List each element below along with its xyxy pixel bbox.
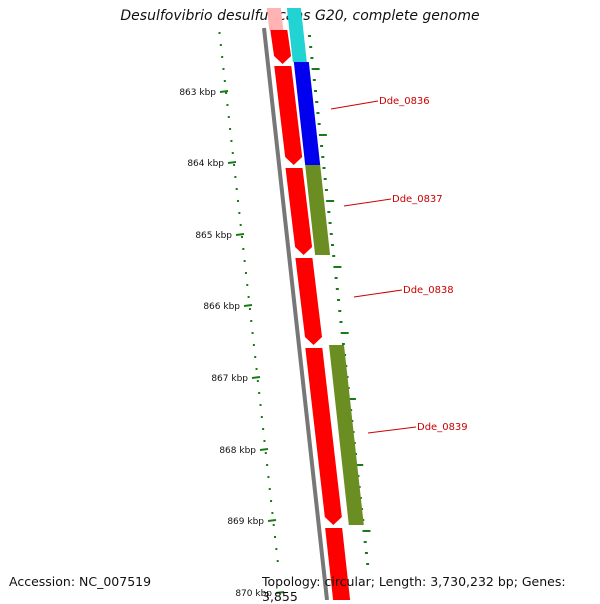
kbp-label: 866 kbp bbox=[203, 302, 240, 312]
gc-content-dot bbox=[223, 80, 226, 82]
gc-content-dot bbox=[221, 56, 224, 58]
kbp-tick bbox=[259, 448, 269, 451]
gc-content-dot bbox=[239, 224, 242, 226]
cds-feature-blue bbox=[293, 62, 321, 165]
gc-content-dot bbox=[275, 548, 278, 550]
gc-content-dot bbox=[268, 488, 271, 490]
cds-feature-olive bbox=[305, 165, 331, 255]
gene-label[interactable]: Dde_0836 bbox=[379, 96, 430, 107]
gc-content-dot bbox=[263, 440, 266, 442]
gc-content-track bbox=[218, 32, 279, 562]
kbp-label: 869 kbp bbox=[227, 517, 264, 527]
gene-leader-line bbox=[353, 289, 403, 298]
cds-feature bbox=[295, 258, 322, 345]
gc-content-dot bbox=[235, 188, 238, 190]
kbp-label: 864 kbp bbox=[187, 159, 224, 169]
kbp-tick bbox=[219, 90, 229, 93]
gc-content-dot bbox=[238, 212, 241, 214]
gc-content-dot bbox=[252, 344, 255, 346]
kbp-tick bbox=[275, 591, 285, 594]
gc-content-dot bbox=[242, 248, 245, 250]
gene-labels: Dde_0836 Dde_0837 Dde_0838 Dde_0839 bbox=[330, 96, 468, 434]
accession-text: Accession: NC_007519 bbox=[9, 574, 152, 589]
kbp-label: 870 kbp bbox=[235, 589, 272, 599]
cds-feature-faded bbox=[266, 8, 284, 30]
cds-feature bbox=[305, 348, 342, 525]
gc-content-dot bbox=[248, 308, 251, 310]
kbp-label: 867 kbp bbox=[211, 374, 248, 384]
gene-leader-line bbox=[367, 426, 417, 434]
gc-content-dot bbox=[272, 524, 275, 526]
gene-label[interactable]: Dde_0839 bbox=[417, 422, 468, 433]
gc-content-dot bbox=[218, 32, 221, 34]
gc-content-dot bbox=[274, 536, 277, 538]
gc-content-dot bbox=[231, 152, 234, 154]
kbp-label: 868 kbp bbox=[219, 446, 256, 456]
gc-content-dot bbox=[262, 428, 265, 430]
gc-content-dot bbox=[219, 44, 222, 46]
gc-content-dot bbox=[264, 452, 267, 454]
kbp-tick bbox=[243, 304, 253, 307]
kbp-tick bbox=[267, 519, 277, 522]
gc-content-dot bbox=[267, 476, 270, 478]
cds-feature bbox=[285, 168, 313, 255]
gc-content-dot bbox=[222, 68, 225, 70]
gc-content-dot bbox=[243, 260, 246, 262]
gc-content-dot bbox=[256, 380, 259, 382]
gene-label[interactable]: Dde_0837 bbox=[392, 194, 443, 205]
gc-content-dot bbox=[260, 416, 263, 418]
genome-backbone bbox=[262, 27, 329, 600]
kbp-label: 865 kbp bbox=[195, 231, 232, 241]
gc-content-dot bbox=[266, 464, 269, 466]
gc-skew-track bbox=[307, 35, 371, 565]
gc-content-dot bbox=[276, 560, 279, 562]
gc-content-dot bbox=[227, 116, 230, 118]
gc-content-dot bbox=[255, 368, 258, 370]
gc-content-dot bbox=[271, 512, 274, 514]
kbp-label: 863 kbp bbox=[179, 88, 216, 98]
kbp-scale: 863 kbp 864 kbp 865 kbp 866 kbp 867 kbp 868 k… bbox=[179, 88, 285, 599]
cds-feature-cyan bbox=[286, 8, 307, 62]
gc-content-dot bbox=[250, 320, 253, 322]
gc-content-dot bbox=[225, 92, 228, 94]
cds-track bbox=[266, 8, 364, 600]
gc-content-dot bbox=[233, 164, 236, 166]
cds-feature bbox=[270, 30, 292, 64]
cds-feature-olive bbox=[328, 345, 364, 525]
gc-content-dot bbox=[229, 128, 232, 130]
gc-content-dot bbox=[244, 272, 247, 274]
gene-label[interactable]: Dde_0838 bbox=[403, 285, 454, 296]
gc-content-dot bbox=[237, 200, 240, 202]
kbp-tick bbox=[251, 376, 261, 379]
gc-content-dot bbox=[226, 104, 229, 106]
gc-content-dot bbox=[259, 404, 262, 406]
gc-content-dot bbox=[240, 236, 243, 238]
gc-content-dot bbox=[230, 140, 233, 142]
gene-leader-line bbox=[343, 198, 392, 207]
cds-feature bbox=[325, 528, 351, 600]
gene-leader-line bbox=[330, 100, 379, 110]
gc-content-dot bbox=[247, 296, 250, 298]
gc-content-dot bbox=[254, 356, 257, 358]
gc-content-dot bbox=[246, 284, 249, 286]
gc-content-dot bbox=[251, 332, 254, 334]
kbp-tick bbox=[227, 161, 237, 164]
gc-content-dot bbox=[258, 392, 261, 394]
kbp-tick bbox=[235, 233, 245, 236]
cds-feature bbox=[274, 66, 303, 165]
gc-content-dot bbox=[270, 500, 273, 502]
gc-content-dot bbox=[234, 176, 237, 178]
